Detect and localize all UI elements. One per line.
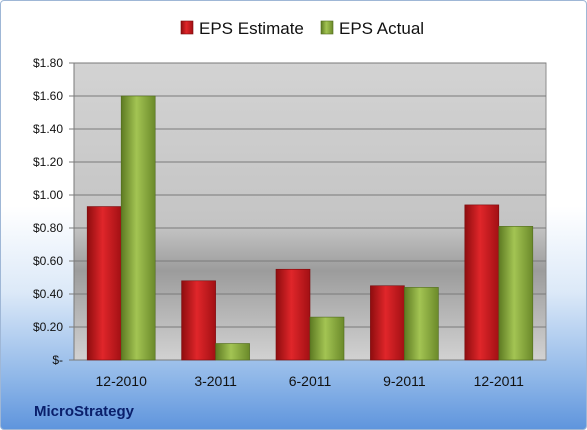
- y-tick-label: $1.40: [33, 122, 63, 136]
- bar-eps-estimate: [275, 268, 311, 361]
- bar-eps-estimate: [86, 206, 122, 361]
- bar-eps-estimate: [464, 204, 500, 361]
- y-tick-label: $1.60: [33, 89, 63, 103]
- company-label: MicroStrategy: [34, 403, 135, 420]
- y-tick-label: $0.40: [33, 287, 63, 301]
- bar-eps-estimate: [370, 285, 405, 361]
- bar-eps-actual: [404, 287, 439, 361]
- x-tick-label: 3-2011: [194, 373, 237, 389]
- bar-eps-actual: [215, 343, 250, 361]
- x-tick-label: 9-2011: [383, 373, 426, 389]
- x-tick-label: 6-2011: [289, 373, 332, 389]
- y-tick-label: $1.20: [33, 155, 63, 169]
- y-tick-label: $1.80: [33, 56, 63, 70]
- bar-eps-actual: [498, 226, 534, 361]
- bar-eps-actual: [120, 95, 156, 361]
- bar-eps-actual: [309, 316, 345, 361]
- legend-swatch-actual: [320, 20, 334, 35]
- y-tick-label: $0.20: [33, 320, 63, 334]
- legend-swatch-estimate: [180, 20, 194, 35]
- legend: EPS Estimate EPS Actual: [180, 19, 424, 38]
- plot-area: $- $0.20 $0.40 $0.60 $0.80 $1.00 $1.20 $1.40 $1.…: [33, 56, 547, 389]
- bar-eps-estimate: [181, 280, 216, 361]
- legend-label-estimate: EPS Estimate: [199, 19, 304, 38]
- y-tick-label: $1.00: [33, 188, 63, 202]
- y-tick-label: $0.80: [33, 221, 63, 235]
- x-tick-label: 12-2011: [474, 373, 525, 389]
- y-tick-label: $0.60: [33, 254, 63, 268]
- y-tick-label: $-: [52, 353, 63, 367]
- x-tick-label: 12-2010: [96, 373, 148, 389]
- legend-label-actual: EPS Actual: [339, 19, 424, 38]
